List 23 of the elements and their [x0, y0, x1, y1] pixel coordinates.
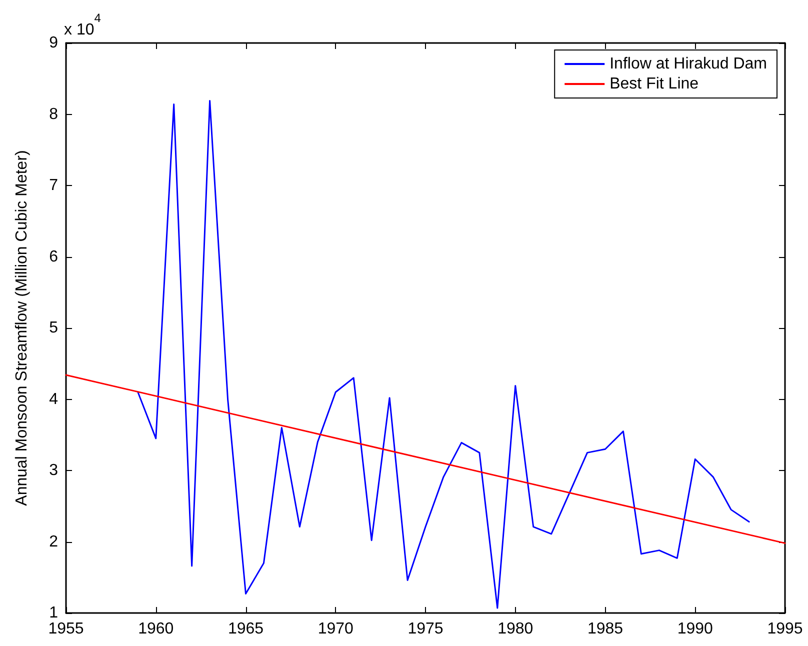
x-tick-label: 1960: [138, 620, 174, 638]
y-tick-label: 2: [49, 533, 58, 550]
x-tick-label: 1955: [48, 620, 84, 638]
legend-label: Best Fit Line: [610, 76, 699, 92]
x-tick-label: 1995: [767, 620, 803, 638]
y-tick-label: 8: [49, 106, 58, 123]
y-tick-label: 7: [49, 177, 58, 194]
y-tick-label: 3: [49, 462, 58, 479]
y-axis-title: Annual Monsoon Streamflow (Million Cubic Meter): [14, 150, 30, 506]
x-tick-label: 1975: [408, 620, 444, 638]
y-tick-label: 6: [49, 248, 58, 266]
y-tick-label: 1: [49, 604, 58, 622]
legend-label: Inflow at Hirakud Dam: [610, 56, 767, 72]
y-tick-label: 4: [49, 390, 58, 408]
x-tick-label: 1985: [587, 620, 624, 638]
line-series: [137, 100, 750, 609]
x-tick-label: 1970: [318, 620, 354, 638]
y-tick-label: 9: [49, 34, 58, 52]
x-tick-label: 1980: [498, 620, 534, 638]
x-tick-label: 1990: [677, 620, 714, 638]
text: x 104: [64, 11, 102, 38]
y-tick-label: 5: [49, 320, 58, 336]
x-tick-label: 1965: [228, 620, 264, 638]
